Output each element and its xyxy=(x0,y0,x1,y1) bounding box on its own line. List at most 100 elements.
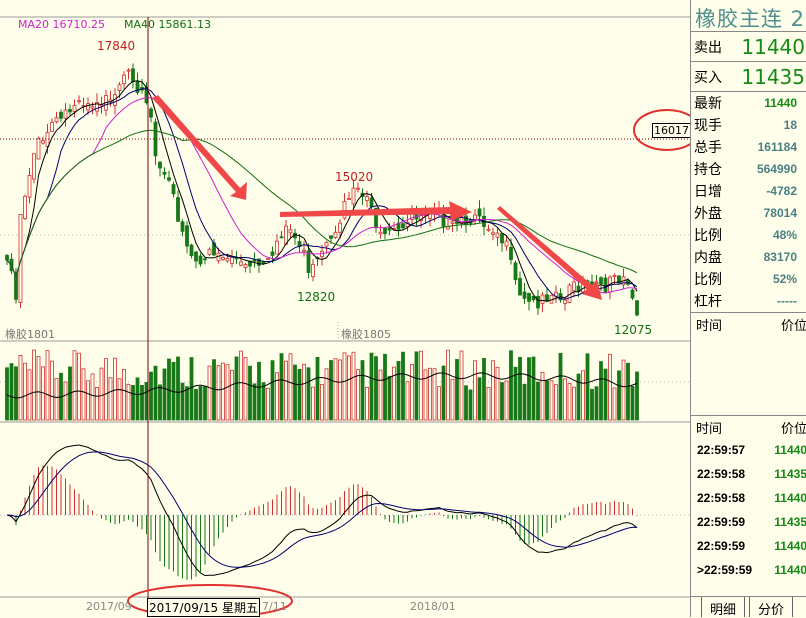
volume-bar xyxy=(140,384,144,421)
candle-body xyxy=(189,244,194,257)
candle-body xyxy=(14,271,18,300)
stat-label: 最新 xyxy=(694,96,722,112)
candle-body xyxy=(401,223,405,229)
volume-bar xyxy=(131,385,135,421)
volume-bar xyxy=(162,368,167,421)
tick-row: >22:59:59 11440 xyxy=(691,558,806,582)
ma10-line xyxy=(6,88,638,300)
buy-price: 11435 xyxy=(741,64,805,89)
stat-value: 83170 xyxy=(763,250,797,264)
volume-bar xyxy=(378,369,383,421)
volume-bar xyxy=(333,358,338,421)
ma40-legend: MA40 15861.13 xyxy=(124,18,211,31)
volume-bar xyxy=(149,371,153,421)
stat-label: 现手 xyxy=(694,118,722,134)
volume-bar xyxy=(311,386,315,421)
volume-bar xyxy=(482,357,486,421)
stat-value: 564990 xyxy=(756,162,797,176)
volume-bar xyxy=(486,386,491,421)
volume-bar xyxy=(572,386,576,421)
volume-bar xyxy=(576,373,581,421)
x-tick-label: 7/11 xyxy=(262,600,287,613)
stat-row: 日增 -4782 xyxy=(691,180,806,202)
volume-bar xyxy=(117,378,122,421)
candle-body xyxy=(243,264,248,269)
tick-time: 22:59:57 xyxy=(697,443,746,457)
candle-body xyxy=(378,231,383,235)
candle-body xyxy=(252,259,257,262)
volume-bar xyxy=(72,350,77,421)
tick-row: 22:59:59 11440 xyxy=(691,534,806,558)
volume-bar xyxy=(158,384,162,421)
time-header: 时间 xyxy=(696,318,723,334)
volume-bar xyxy=(104,358,108,421)
candle-body xyxy=(239,261,243,266)
stat-row: 现手 18 xyxy=(691,114,806,136)
macd-dif-line xyxy=(6,444,638,577)
volume-bar xyxy=(567,382,572,421)
volume-bar xyxy=(270,360,275,421)
candle-body xyxy=(50,121,54,132)
candle-body xyxy=(369,197,374,208)
candle-body xyxy=(342,201,347,219)
volume-bar xyxy=(387,375,392,421)
volume-bar xyxy=(86,380,90,421)
volume-bar xyxy=(338,359,342,421)
volume-bar xyxy=(216,365,221,421)
volume-bar xyxy=(360,360,365,421)
volume-bar xyxy=(315,356,320,421)
volume-bar xyxy=(230,369,234,421)
sell-price: 11440 xyxy=(741,34,805,59)
panel-tabs: 明细 分价 xyxy=(691,596,806,618)
buy-row: 买入 11435 xyxy=(691,62,806,92)
volume-bar xyxy=(45,350,50,421)
volume-bar xyxy=(392,366,396,421)
tab-detail[interactable]: 明细 xyxy=(701,597,746,618)
candle-body xyxy=(630,289,635,299)
candle-body xyxy=(531,295,536,301)
candle-body xyxy=(284,225,288,245)
high-price-label: 17840 xyxy=(97,39,136,53)
stat-label: 日增 xyxy=(694,184,722,200)
volume-bar xyxy=(126,383,131,421)
volume-bar xyxy=(513,366,518,421)
time-header: 时间 xyxy=(696,421,723,437)
candle-body xyxy=(158,161,162,169)
buy-label: 买入 xyxy=(694,69,722,86)
candle-body xyxy=(207,248,212,255)
stat-value: 52% xyxy=(772,272,797,286)
tick-time: 22:59:59 xyxy=(697,515,746,529)
candle-body xyxy=(477,208,482,217)
candle-body xyxy=(486,228,491,231)
volume-bar xyxy=(198,386,203,421)
trend-arrows xyxy=(152,95,602,300)
volume-bar xyxy=(464,385,468,421)
candle-body xyxy=(279,236,284,239)
candle-body xyxy=(504,240,509,247)
quote-panel: 橡胶主连 2 卖出 11440 买入 11435 最新 11440 现手 18 总手 16… xyxy=(690,0,806,618)
arrow-flat xyxy=(280,201,472,221)
volume-bar xyxy=(221,362,225,421)
kline-chart[interactable] xyxy=(0,0,690,617)
candle-body xyxy=(599,277,603,285)
volume-bar xyxy=(329,360,333,421)
volume-bar xyxy=(351,351,356,421)
candle-body xyxy=(635,300,639,316)
price-header: 价位 xyxy=(780,421,806,437)
candle-body xyxy=(149,108,153,118)
volume-bar xyxy=(347,355,351,421)
tab-price-distribution[interactable]: 分价 xyxy=(749,597,794,618)
candle-body xyxy=(365,196,369,201)
volume-bar xyxy=(99,367,104,421)
volume-bar xyxy=(626,362,630,421)
candle-body xyxy=(464,215,468,226)
volume-bar xyxy=(27,369,32,421)
candle-body xyxy=(333,231,338,238)
x-tick-label: 2017/09 xyxy=(86,600,132,613)
candle-body xyxy=(603,277,608,293)
volume-bar xyxy=(459,350,464,421)
tick-price: 11440 xyxy=(774,539,806,553)
candle-body xyxy=(126,69,131,72)
stat-row: 杠杆 ----- xyxy=(691,290,806,312)
volume-bar xyxy=(266,387,270,421)
